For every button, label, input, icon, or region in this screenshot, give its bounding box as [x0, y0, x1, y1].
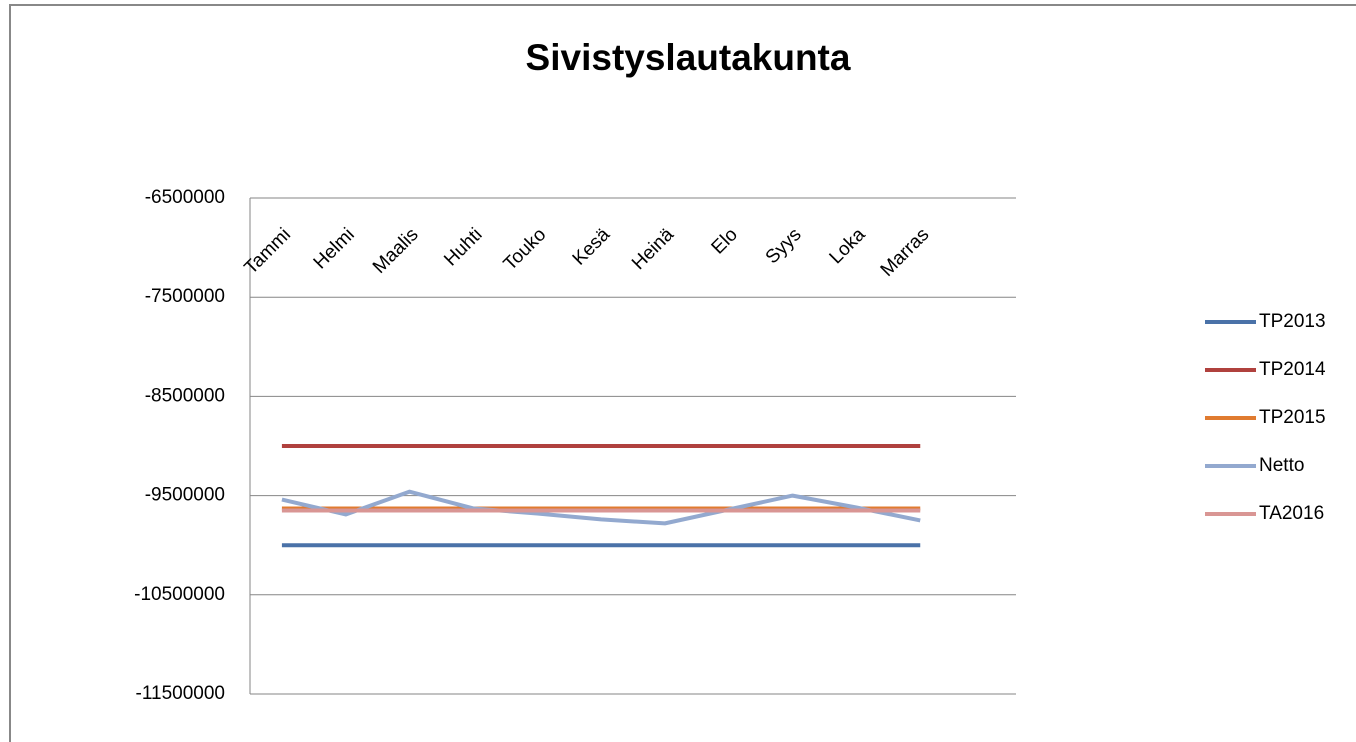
legend-label: TP2013	[1259, 311, 1326, 332]
x-tick-label: Tammi	[241, 224, 295, 278]
x-tick-label: Loka	[826, 224, 870, 268]
legend-label: TP2014	[1259, 359, 1326, 380]
y-tick-label: -7500000	[145, 286, 225, 307]
y-tick-label: -10500000	[134, 584, 225, 605]
y-tick-label: -11500000	[136, 683, 225, 704]
legend-label: TA2016	[1259, 503, 1324, 524]
x-tick-label: Syys	[762, 224, 806, 268]
x-tick-label: Marras	[877, 224, 934, 281]
legend-label: TP2015	[1259, 407, 1326, 428]
x-tick-label: Helmi	[310, 224, 359, 273]
series-line	[281, 489, 921, 526]
y-tick-label: -9500000	[145, 485, 225, 506]
x-tick-label: Heinä	[628, 224, 678, 274]
x-tick-label: Elo	[708, 224, 742, 258]
x-tick-label: Touko	[500, 224, 551, 275]
x-tick-label: Huhti	[440, 224, 486, 270]
x-tick-label: Kesä	[569, 224, 615, 270]
y-tick-label: -6500000	[145, 187, 225, 208]
chart-title: Sivistyslautakunta	[526, 37, 851, 78]
y-tick-label: -8500000	[145, 385, 225, 406]
x-tick-label: Maalis	[369, 224, 423, 278]
legend-label: Netto	[1259, 455, 1304, 476]
chart-border	[9, 4, 1356, 742]
